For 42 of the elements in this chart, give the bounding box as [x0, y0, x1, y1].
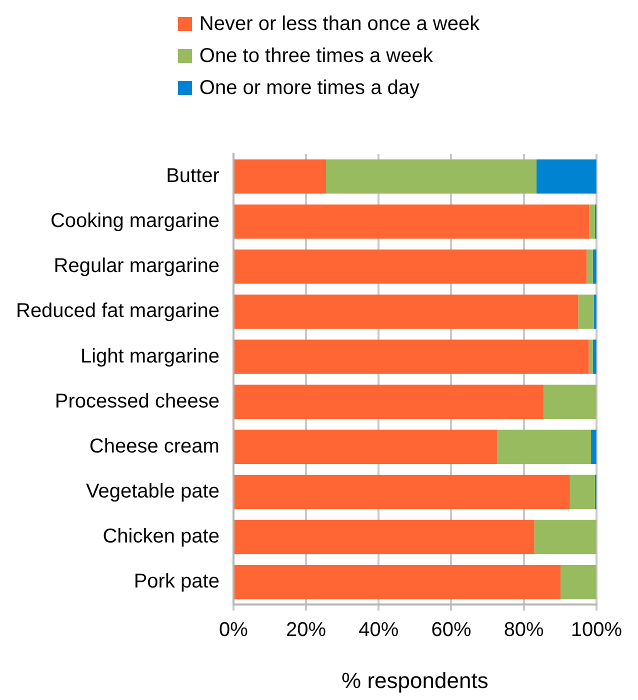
legend-label: One to three times a week — [199, 44, 433, 68]
bar — [544, 384, 596, 419]
bar — [534, 520, 596, 554]
bar — [589, 204, 595, 239]
y-tick-label: Pork pate — [134, 570, 220, 593]
bar — [234, 340, 589, 374]
bar — [588, 340, 593, 374]
x-tick-label: 80% — [504, 619, 544, 642]
bar — [234, 159, 326, 194]
bar — [234, 520, 534, 554]
y-tick-label: Reduced fat margarine — [16, 300, 220, 322]
y-tick-label: Cheese cream — [89, 435, 220, 458]
bar — [234, 250, 587, 284]
y-tick-label: Regular margarine — [54, 255, 220, 278]
x-tick-label: 0% — [218, 619, 248, 642]
x-axis-title: % respondents — [342, 668, 488, 693]
bar — [234, 430, 497, 464]
bar — [586, 250, 593, 284]
bar — [536, 159, 596, 194]
bar — [326, 159, 537, 194]
y-tick-label: Processed cheese — [54, 390, 220, 412]
x-tick-label: 40% — [358, 619, 399, 642]
bar — [570, 474, 595, 510]
x-tick-label: 60% — [431, 619, 472, 642]
legend-label: Never or less than once a week — [199, 12, 480, 36]
bar — [578, 294, 594, 329]
x-tick-label: 20% — [286, 619, 326, 642]
bar — [234, 384, 544, 419]
bar — [234, 474, 570, 510]
bar — [234, 294, 578, 329]
bar — [560, 564, 596, 600]
x-tick-label: 100% — [570, 619, 622, 642]
bar — [234, 564, 560, 600]
y-tick-label: Vegetable pate — [86, 480, 220, 502]
legend-label: One or more times a day — [199, 76, 420, 100]
y-tick-label: Light margarine — [80, 345, 220, 368]
y-tick-label: Butter — [166, 165, 220, 188]
bar — [234, 204, 590, 239]
bar — [590, 430, 596, 464]
y-tick-label: Chicken pate — [102, 526, 220, 548]
bar — [496, 430, 591, 464]
y-tick-label: Cooking margarine — [50, 210, 220, 232]
